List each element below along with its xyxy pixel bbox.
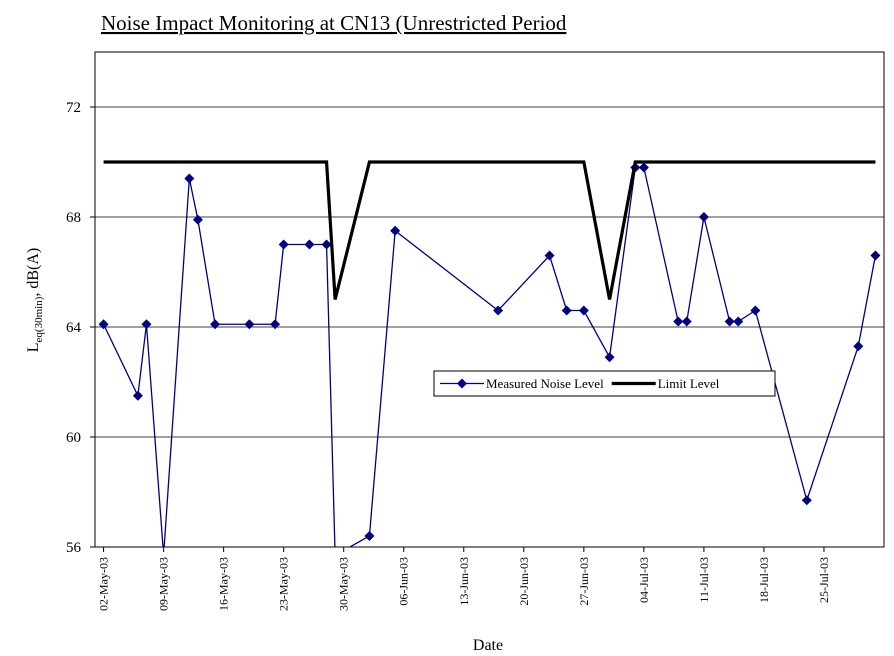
point xyxy=(750,305,761,316)
y-tick-label: 64 xyxy=(66,320,82,336)
x-axis-label: Date xyxy=(473,637,503,654)
y-tick-label: 68 xyxy=(66,210,81,226)
legend-marker xyxy=(457,378,467,389)
point xyxy=(141,319,152,330)
point xyxy=(184,173,195,184)
x-tick-label: 13-Jun-03 xyxy=(457,557,471,606)
point xyxy=(724,316,735,327)
point xyxy=(681,316,692,327)
point xyxy=(364,531,375,541)
x-tick-label: 27-Jun-03 xyxy=(577,557,591,606)
x-tick-label: 30-May-03 xyxy=(337,557,351,611)
point xyxy=(638,162,649,173)
point xyxy=(244,319,255,330)
x-tick-label: 25-Jul-03 xyxy=(817,557,831,603)
x-tick-label: 06-Jun-03 xyxy=(397,557,411,606)
x-tick-label: 09-May-03 xyxy=(157,557,171,611)
y-label-sub: eq(30min) xyxy=(33,296,45,342)
x-tick-label: 11-Jul-03 xyxy=(697,557,711,603)
plot-frame xyxy=(94,51,885,548)
x-tick-label: 18-Jul-03 xyxy=(757,557,771,603)
y-tick-label: 60 xyxy=(66,430,81,446)
point xyxy=(561,305,572,316)
point xyxy=(493,305,504,316)
y-tick-label: 56 xyxy=(66,540,82,556)
point xyxy=(192,214,203,225)
x-tick-label: 02-May-03 xyxy=(97,557,111,611)
point xyxy=(733,316,744,327)
series-line xyxy=(103,160,876,300)
y-tick-label: 72 xyxy=(66,100,81,116)
point xyxy=(210,319,221,330)
point xyxy=(98,319,109,330)
x-tick-label: 16-May-03 xyxy=(217,557,231,611)
point xyxy=(321,239,332,250)
x-tick-label: 04-Jul-03 xyxy=(637,557,651,603)
point xyxy=(278,239,289,250)
point xyxy=(870,250,881,261)
point xyxy=(853,341,864,352)
point xyxy=(270,319,281,330)
point xyxy=(604,352,615,363)
y-label-rest: , dB(A) xyxy=(25,248,42,297)
point xyxy=(390,225,401,236)
point xyxy=(801,495,812,506)
legend-box xyxy=(433,370,776,397)
chart-title: Noise Impact Monitoring at CN13 (Unrestr… xyxy=(101,11,567,35)
point xyxy=(578,305,589,316)
legend-label: Limit Level xyxy=(658,376,720,391)
x-tick-label: 23-May-03 xyxy=(277,557,291,611)
point xyxy=(698,212,709,222)
legend-label: Measured Noise Level xyxy=(486,376,604,391)
point xyxy=(544,250,555,261)
point xyxy=(132,390,143,401)
x-tick-label: 20-Jun-03 xyxy=(517,557,531,606)
point xyxy=(304,239,315,250)
point xyxy=(673,316,684,327)
y-label-main: L xyxy=(25,342,42,352)
series-line xyxy=(102,166,877,547)
y-axis-label: Leq(30min), dB(A) xyxy=(25,248,45,353)
